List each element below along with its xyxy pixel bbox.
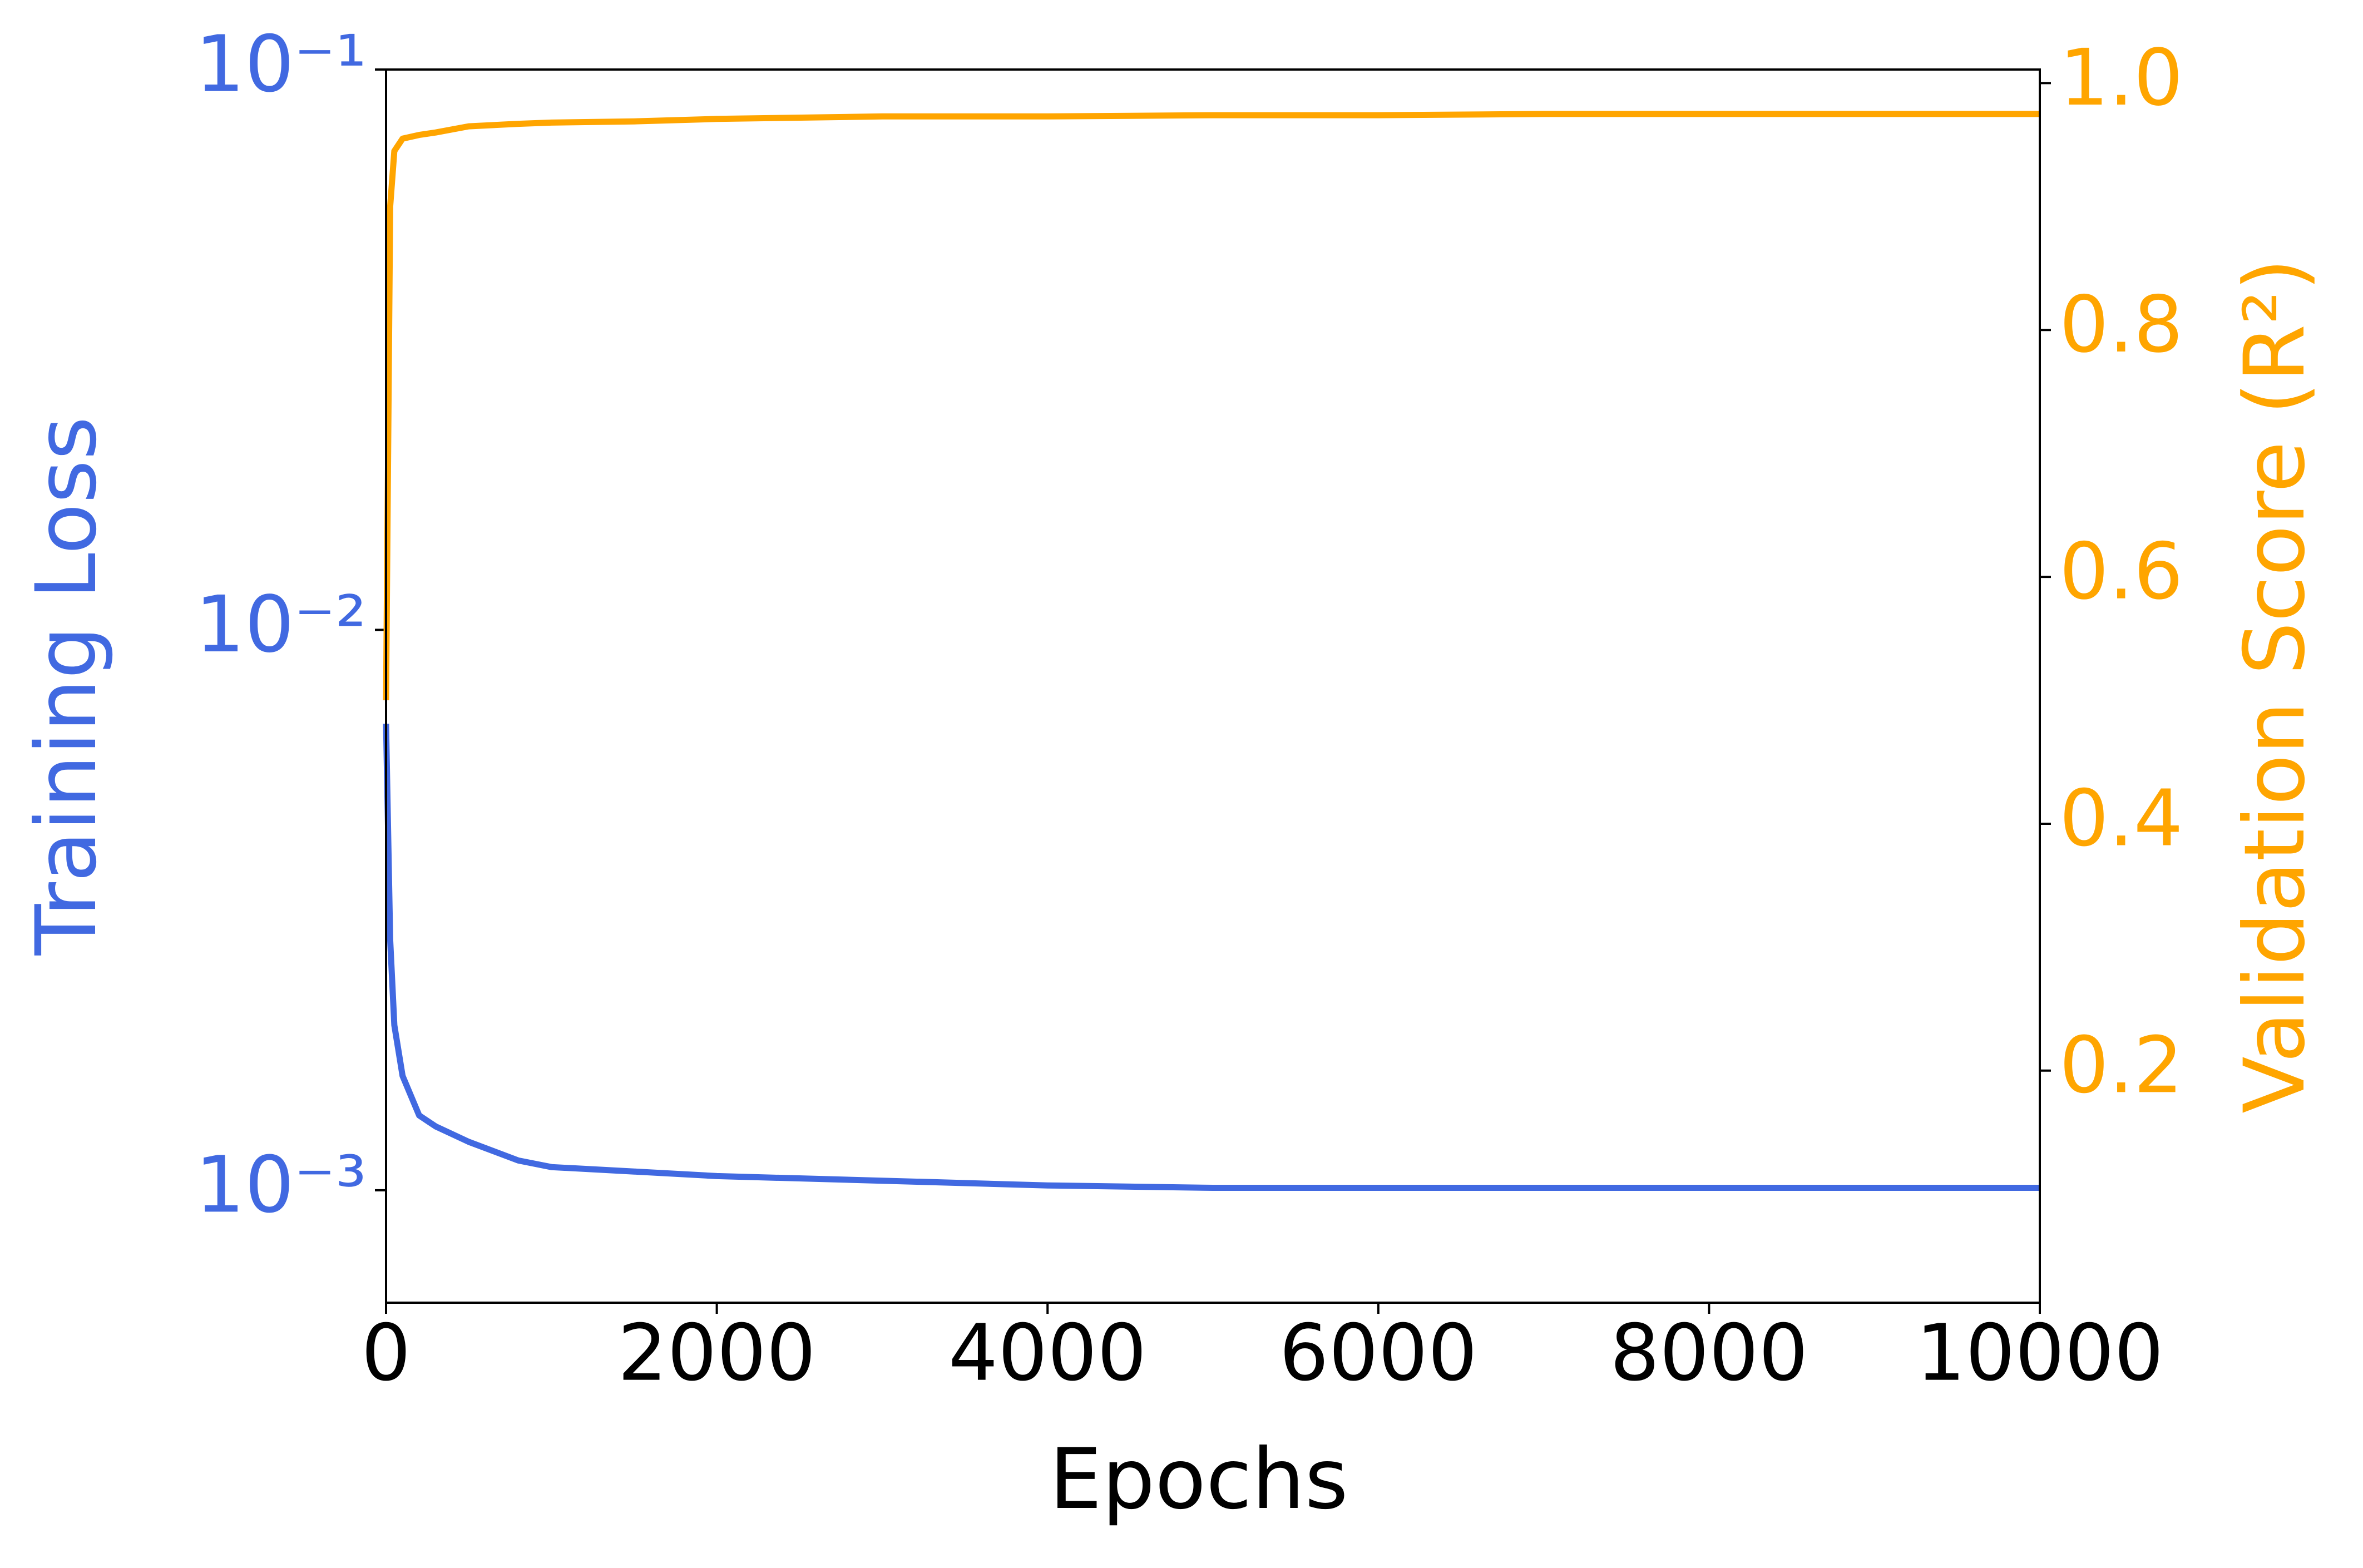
y2-axis-label: Validation Score (R²) — [2227, 258, 2324, 1114]
x-tick-label: 8000 — [1610, 1308, 1808, 1399]
x-tick-label: 6000 — [1279, 1308, 1477, 1399]
y2-tick-label: 1.0 — [2059, 33, 2183, 123]
y2-tick-label: 0.2 — [2059, 1020, 2183, 1111]
x-tick-label: 4000 — [948, 1308, 1146, 1399]
line-series — [383, 111, 2040, 701]
x-axis-label: Epochs — [1049, 1431, 1348, 1528]
y2-tick-label: 0.8 — [2059, 280, 2183, 370]
x-tick-label: 2000 — [617, 1308, 815, 1399]
plot-frame — [385, 68, 2041, 1304]
y-tick-label: 10⁻² — [195, 580, 367, 670]
y-tick-label: 10⁻³ — [195, 1140, 367, 1230]
y2-tick-label: 0.4 — [2059, 774, 2183, 864]
line-series — [383, 724, 2040, 1191]
y-axis-label: Training Loss — [18, 417, 115, 956]
y2-tick-label: 0.6 — [2059, 527, 2183, 617]
x-tick-label: 0 — [361, 1308, 411, 1399]
x-tick-label: 10000 — [1916, 1308, 2163, 1399]
y-tick-label: 10⁻¹ — [195, 19, 367, 110]
